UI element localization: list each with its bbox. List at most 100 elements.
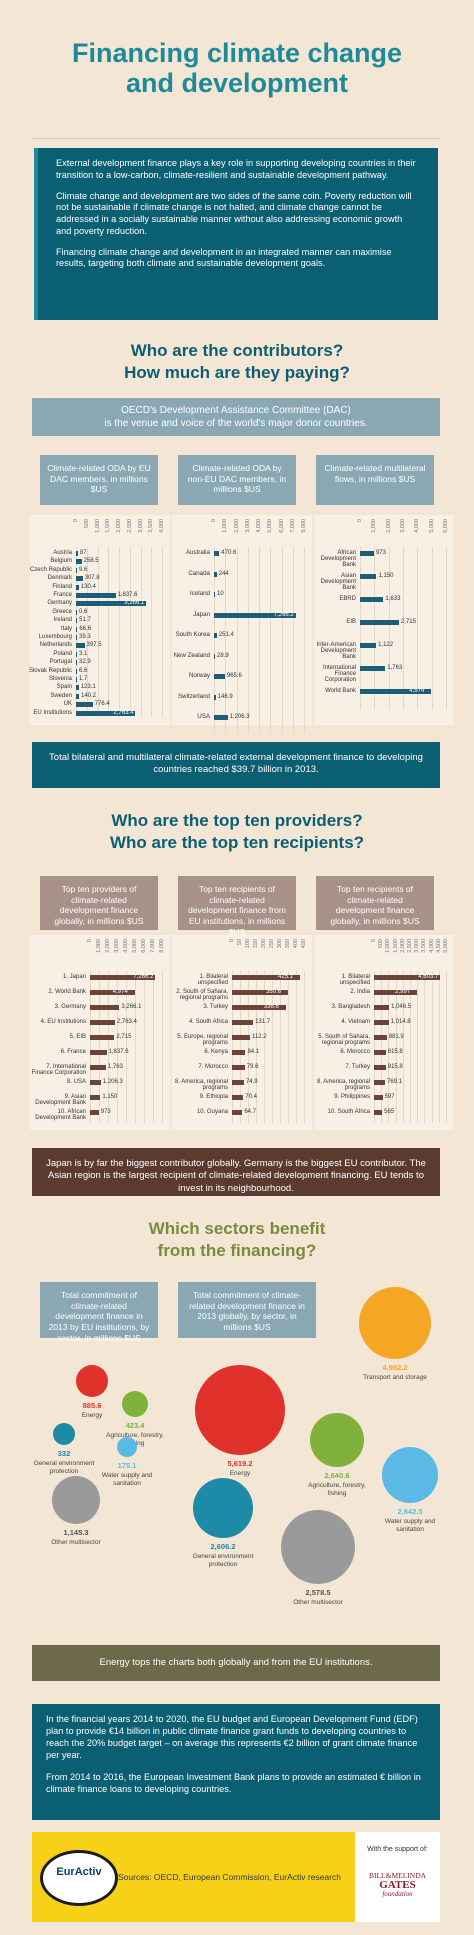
bar (214, 653, 215, 659)
bar-value-label: 3,266.1 (121, 1004, 142, 1010)
axis-tick-label: 500 (378, 939, 385, 949)
bar-value-label: 1,150 (102, 1094, 118, 1100)
bar-value-label: 965.6 (226, 673, 242, 679)
gridline (403, 547, 404, 710)
bar (360, 551, 374, 556)
other-multisector-icon (52, 1476, 100, 1524)
category-label: France (53, 592, 72, 598)
gridline (304, 971, 305, 1123)
sector-label: General environment protection (192, 1553, 254, 1568)
sector-label: Agriculture, forestry, fishing (106, 1432, 164, 1447)
bar-value-label: 1,633 (385, 596, 401, 602)
bar-value-label: 6.6 (79, 667, 88, 674)
bar-value-label: 146.9 (217, 693, 233, 700)
bar (76, 651, 77, 657)
category-label: Austria (53, 550, 72, 556)
gridline (99, 971, 100, 1123)
sector-value: 4,982.2 (382, 1363, 408, 1372)
gridline (395, 971, 397, 1123)
sector-label: Water supply and sanitation (101, 1472, 153, 1487)
gridline (438, 971, 440, 1123)
gridline (117, 971, 118, 1123)
bar (214, 551, 220, 556)
title-divider (32, 138, 440, 139)
category-label: Greece (52, 608, 72, 615)
bar (232, 1050, 246, 1055)
intro-paragraph: Financing climate change and development… (56, 246, 392, 269)
bar-value-label: 1,837.6 (117, 592, 138, 598)
bar (232, 1005, 286, 1010)
axis-tick-label: 5,000 (428, 519, 435, 533)
bar (76, 702, 93, 708)
bar (374, 1065, 386, 1070)
category-label: Ireland (53, 617, 72, 624)
category-label: Slovak Republic (28, 667, 72, 674)
category-label: UK (63, 701, 72, 708)
gridline (431, 971, 433, 1123)
sector-label: Agriculture, forestry, fishing (308, 1482, 366, 1497)
bar (90, 1020, 115, 1025)
bar (214, 715, 228, 720)
bar-value-label: 244 (218, 570, 229, 577)
gridline (214, 547, 215, 734)
category-label: 10. Guyana (196, 1109, 228, 1115)
category-label: Switzerland (178, 692, 210, 700)
bar (360, 666, 386, 671)
category-label: 1. Bilateral unspecified (339, 974, 370, 986)
axis-tick-label: 1,000 (385, 939, 392, 953)
axis-tick-label: 5,000 (132, 939, 138, 953)
category-label: Italy (60, 625, 72, 632)
chart-eu-recipients: 0 50 100 150 200 250 300 350 400 450 1. Bilateral … (172, 935, 312, 1130)
sector-value: 885.6 (82, 1401, 102, 1410)
category-label: 7. Turkey (345, 1064, 370, 1070)
sector-value: 2,640.6 (324, 1471, 350, 1480)
gridline (360, 547, 361, 710)
chart-eu-dac: 0 500 1,000 1,500 2,000 2,500 3,000 3,500 4,000 A… (28, 515, 170, 725)
bar-value-label: 1,837.6 (108, 1049, 129, 1055)
bar (76, 618, 78, 624)
bar (360, 574, 377, 579)
gridline (402, 971, 404, 1123)
bar (374, 1095, 383, 1100)
bar (214, 592, 215, 597)
category-label: 8. USA (66, 1079, 86, 1085)
axis-tick-label: 1,000 (371, 519, 378, 533)
bar (90, 1005, 120, 1010)
category-label: Inter-American Development Bank (316, 642, 356, 660)
bar-value-label: 39.3 (79, 634, 91, 640)
bar (76, 576, 83, 582)
bar (360, 689, 432, 694)
gridline (374, 971, 375, 1123)
gridline (388, 971, 390, 1123)
gridline (417, 547, 419, 710)
category-label: Norway (189, 672, 210, 679)
bar-value-label: 3,266.1 (124, 600, 145, 607)
category-label: 1. Bilateral unspecified (197, 974, 228, 986)
bar (214, 674, 225, 679)
sector-label: General environment protection (33, 1460, 95, 1475)
axis-tick-label: 3,000 (400, 519, 406, 533)
intro-box: External development finance plays a key… (34, 148, 438, 320)
bar-value-label: 10 (217, 591, 224, 597)
gridline (129, 547, 131, 717)
category-label: Netherlands (39, 642, 72, 649)
gridline (272, 971, 273, 1123)
bar (360, 620, 399, 625)
bar-value-label: 2,715 (116, 1034, 132, 1040)
sector-value: 5,619.2 (227, 1459, 253, 1468)
category-label: Spain (56, 684, 72, 691)
bar-value-label: 2,763.4 (113, 709, 134, 716)
chart-multilateral: 0 1,000 2,000 3,000 4,000 5,000 6,000 African D… (314, 515, 454, 725)
chart-top-providers: 0 1,000 2,000 3,000 4,000 5,000 6,000 7,000 8,00… (30, 935, 170, 1130)
gridline (119, 547, 120, 717)
category-label: New Zealand (173, 651, 210, 659)
category-label: Sweden (50, 692, 72, 699)
bar-value-label: 84.1 (247, 1049, 260, 1055)
gridline (292, 547, 294, 734)
axis-tick-label: 0 (73, 519, 79, 523)
axis-tick-label: 8,000 (301, 519, 307, 533)
footer-paragraph: From 2014 to 2016, the European Investme… (46, 1771, 421, 1794)
bar (90, 1050, 107, 1055)
gridline (446, 971, 447, 1123)
bar (76, 668, 77, 674)
